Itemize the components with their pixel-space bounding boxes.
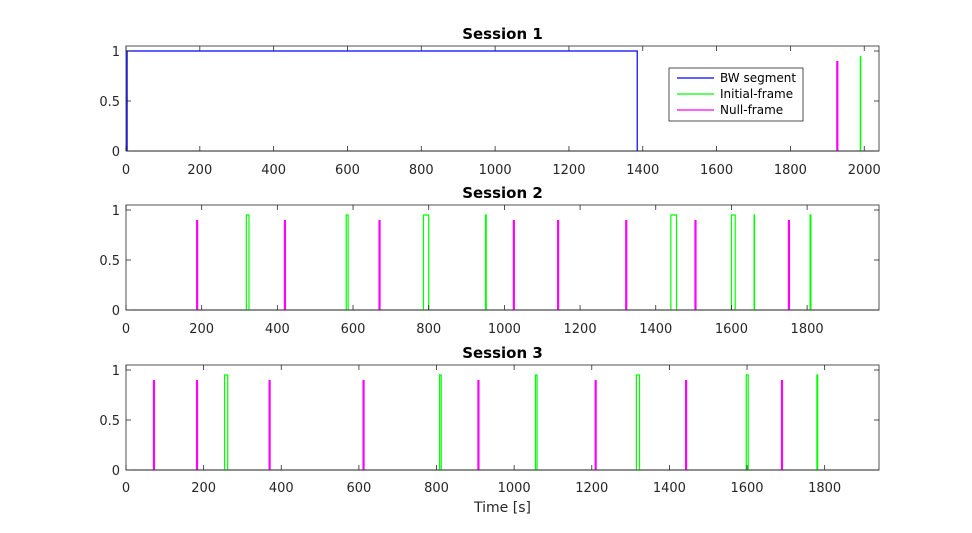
x-tick-label: 1600 <box>730 481 763 496</box>
axes-box <box>125 364 880 471</box>
session-panel-2: Session 2 0 200 400 600 800 1000 1200 1400 1600 18… <box>99 184 880 337</box>
y-tick-label: 0 <box>112 304 120 319</box>
y-tick-label: 0.5 <box>99 414 120 429</box>
initial-frame-pulse <box>809 214 812 310</box>
y-tick-label: 1 <box>112 364 120 379</box>
session-panel-3: Session 3 0 200 400 600 800 1000 1200 1400 1600 18… <box>99 344 880 496</box>
x-tick-label: 1200 <box>564 322 597 337</box>
y-tick-label: 1 <box>112 45 120 60</box>
legend-label: Initial-frame <box>720 87 793 101</box>
x-tick-label: 600 <box>341 322 366 337</box>
x-tick-label: 2000 <box>848 163 881 178</box>
x-tick-label: 1200 <box>552 163 585 178</box>
panel-title: Session 1 <box>462 25 543 43</box>
x-tick-label: 1600 <box>715 322 748 337</box>
x-tick-label: 800 <box>424 481 449 496</box>
legend-label: BW segment <box>720 71 796 85</box>
initial-frame-pulse <box>745 374 749 470</box>
panel-title: Session 2 <box>462 184 543 202</box>
x-tick-label: 200 <box>187 163 212 178</box>
bw-segment-line <box>126 50 638 151</box>
initial-frame-pulse <box>345 214 349 310</box>
initial-frame-pulse <box>816 374 819 470</box>
initial-frame-pulse <box>534 374 538 470</box>
panel-title: Session 3 <box>462 344 543 362</box>
initial-frame-pulse <box>223 374 229 470</box>
x-tick-label: 400 <box>269 481 294 496</box>
x-tick-label: 0 <box>122 163 130 178</box>
legend: BW segment Initial-frame Null-frame <box>668 67 804 122</box>
x-tick-label: 800 <box>409 163 434 178</box>
x-tick-label: 400 <box>261 163 286 178</box>
x-tick-label: 1800 <box>791 322 824 337</box>
x-tick-label: 1400 <box>626 163 659 178</box>
x-tick-label: 1400 <box>639 322 672 337</box>
x-tick-label: 1000 <box>479 163 512 178</box>
x-tick-label: 0 <box>122 481 130 496</box>
axes-box <box>125 204 880 311</box>
initial-frame-pulse <box>635 374 641 470</box>
x-tick-label: 400 <box>265 322 290 337</box>
x-tick-label: 1800 <box>774 163 807 178</box>
x-tick-label: 0 <box>122 322 130 337</box>
y-tick-label: 0 <box>112 145 120 160</box>
y-tick-label: 0 <box>112 464 120 479</box>
y-tick-label: 0.5 <box>99 254 120 269</box>
x-axis-label: Time [s] <box>473 500 531 516</box>
x-tick-label: 1000 <box>488 322 521 337</box>
initial-frame-pulse <box>245 214 250 310</box>
x-tick-label: 600 <box>346 481 371 496</box>
x-tick-label: 200 <box>191 481 216 496</box>
x-tick-label: 1000 <box>498 481 531 496</box>
legend-label: Null-frame <box>720 103 783 117</box>
x-tick-label: 600 <box>335 163 360 178</box>
x-tick-label: 1200 <box>575 481 608 496</box>
y-tick-label: 0.5 <box>99 95 120 110</box>
initial-frame-pulse <box>439 374 442 470</box>
initial-frame-pulse <box>422 214 430 310</box>
x-tick-label: 1600 <box>700 163 733 178</box>
initial-frame-pulse <box>670 214 678 310</box>
initial-frame-pulse <box>730 214 736 310</box>
initial-frame-pulse <box>484 214 487 310</box>
axes-box <box>125 45 880 152</box>
x-tick-label: 200 <box>189 322 214 337</box>
y-tick-label: 1 <box>112 204 120 219</box>
x-tick-label: 800 <box>416 322 441 337</box>
x-tick-label: 1400 <box>653 481 686 496</box>
x-tick-label: 1800 <box>808 481 841 496</box>
session-panel-1: Session 1 0 200 400 600 800 1000 1200 1400 1600 18… <box>99 25 880 178</box>
